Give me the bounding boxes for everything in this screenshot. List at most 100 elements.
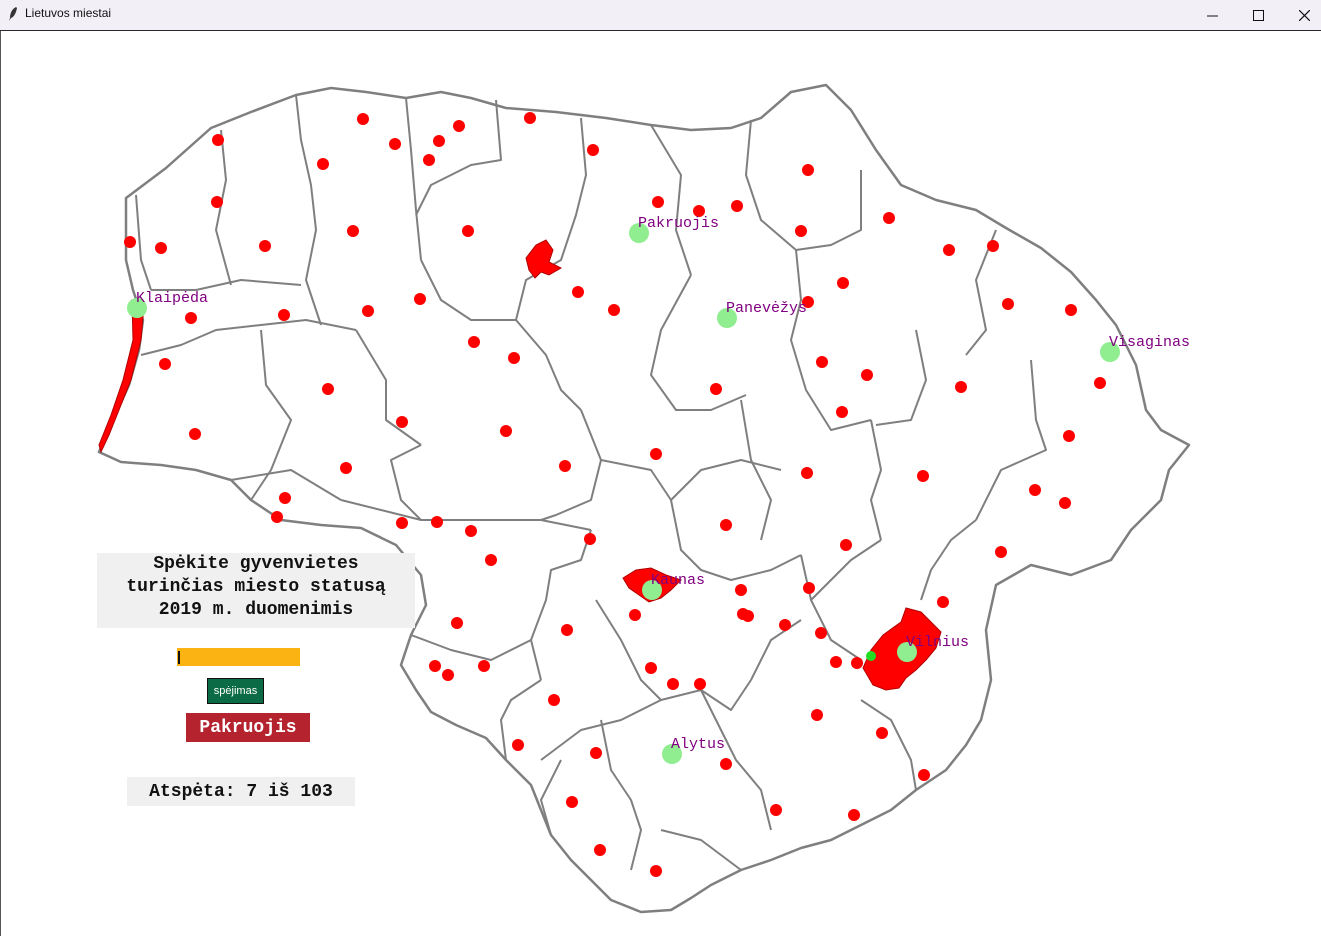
city-dot	[1059, 497, 1071, 509]
city-dot	[465, 525, 477, 537]
city-dot	[802, 296, 814, 308]
city-dot	[423, 154, 435, 166]
guessed-city-marker	[717, 308, 737, 328]
city-dot	[433, 135, 445, 147]
city-dot	[1029, 484, 1041, 496]
city-dot	[837, 277, 849, 289]
city-dot	[811, 709, 823, 721]
city-dot	[955, 381, 967, 393]
city-dot	[587, 144, 599, 156]
city-dot	[650, 448, 662, 460]
city-dot	[694, 678, 706, 690]
instructions-text: Spėkite gyvenvietes turinčias miesto sta…	[97, 553, 415, 628]
city-dot	[559, 460, 571, 472]
title-bar: Lietuvos miestai	[0, 0, 1321, 31]
city-dot	[561, 624, 573, 636]
city-dot	[468, 336, 480, 348]
guessed-city-marker	[897, 642, 917, 662]
city-dot	[389, 138, 401, 150]
city-dot	[212, 134, 224, 146]
city-dot	[937, 596, 949, 608]
guessed-city-label: Alytus	[671, 736, 725, 753]
city-dot	[645, 662, 657, 674]
city-dot	[478, 660, 490, 672]
city-dot	[836, 406, 848, 418]
city-dot	[629, 609, 641, 621]
city-dot	[1094, 377, 1106, 389]
city-dot	[453, 120, 465, 132]
city-dot	[548, 694, 560, 706]
city-dot	[795, 225, 807, 237]
city-dot	[396, 416, 408, 428]
city-dot	[943, 244, 955, 256]
city-dot	[770, 804, 782, 816]
country-outline	[97, 83, 1191, 914]
city-dot	[512, 739, 524, 751]
city-dot	[442, 669, 454, 681]
guessed-city-label: Vilnius	[906, 634, 969, 651]
city-dot	[396, 517, 408, 529]
city-dot	[995, 546, 1007, 558]
guess-button[interactable]: spėjimas	[207, 678, 264, 704]
city-dot	[848, 809, 860, 821]
guessed-city-label: Panevėžys	[726, 300, 807, 317]
city-dot	[271, 511, 283, 523]
city-dot	[524, 112, 536, 124]
close-button[interactable]	[1281, 0, 1321, 30]
city-dot	[1065, 304, 1077, 316]
guessed-city: Visaginas	[1100, 334, 1190, 362]
lithuania-map: Klaipėda Pakruojis Panevėžys Visaginas Kauna…	[97, 83, 1191, 914]
city-dot	[720, 758, 732, 770]
city-dot	[340, 462, 352, 474]
guessed-city-marker	[642, 580, 662, 600]
city-dot	[211, 196, 223, 208]
city-dot	[347, 225, 359, 237]
city-dot	[851, 657, 863, 669]
game-canvas[interactable]: Klaipėda Pakruojis Panevėžys Visaginas Kauna…	[0, 31, 1321, 936]
city-dot	[815, 627, 827, 639]
cursor-marker	[866, 651, 876, 661]
city-dot	[279, 492, 291, 504]
city-dot	[451, 617, 463, 629]
guessed-city-marker	[1100, 342, 1120, 362]
maximize-button[interactable]	[1235, 0, 1281, 30]
city-dot	[737, 608, 749, 620]
guessed-city-label: Klaipėda	[136, 290, 208, 307]
guessed-city: Vilnius	[897, 634, 969, 662]
city-dot	[485, 554, 497, 566]
city-dot	[431, 516, 443, 528]
city-dot	[710, 383, 722, 395]
city-dot	[779, 619, 791, 631]
guess-input[interactable]	[177, 648, 300, 666]
minimize-button[interactable]	[1189, 0, 1235, 30]
city-dot	[735, 584, 747, 596]
city-dot	[584, 533, 596, 545]
city-dot	[500, 425, 512, 437]
maximize-icon	[1252, 9, 1264, 21]
guessed-city: Pakruojis	[629, 215, 719, 243]
city-dot	[124, 236, 136, 248]
city-dot	[155, 242, 167, 254]
guessed-city-marker	[127, 298, 147, 318]
guessed-city-label: Visaginas	[1109, 334, 1190, 351]
city-dot	[594, 844, 606, 856]
guessed-city-label: Pakruojis	[638, 215, 719, 232]
minimize-icon	[1206, 15, 1218, 16]
city-dot	[652, 196, 664, 208]
city-dot	[803, 582, 815, 594]
city-dot	[185, 312, 197, 324]
last-guess-label: Pakruojis	[186, 713, 310, 742]
guessed-city-marker	[662, 744, 682, 764]
city-dot	[876, 727, 888, 739]
feather-icon	[9, 7, 17, 21]
window-title: Lietuvos miestai	[25, 6, 112, 20]
city-dots	[124, 112, 1106, 877]
municipality-borders	[135, 94, 1047, 871]
city-dot	[650, 865, 662, 877]
city-dot	[317, 158, 329, 170]
city-dot	[840, 539, 852, 551]
city-dot	[883, 212, 895, 224]
city-dot	[462, 225, 474, 237]
city-dot	[362, 305, 374, 317]
close-icon	[1298, 9, 1310, 21]
